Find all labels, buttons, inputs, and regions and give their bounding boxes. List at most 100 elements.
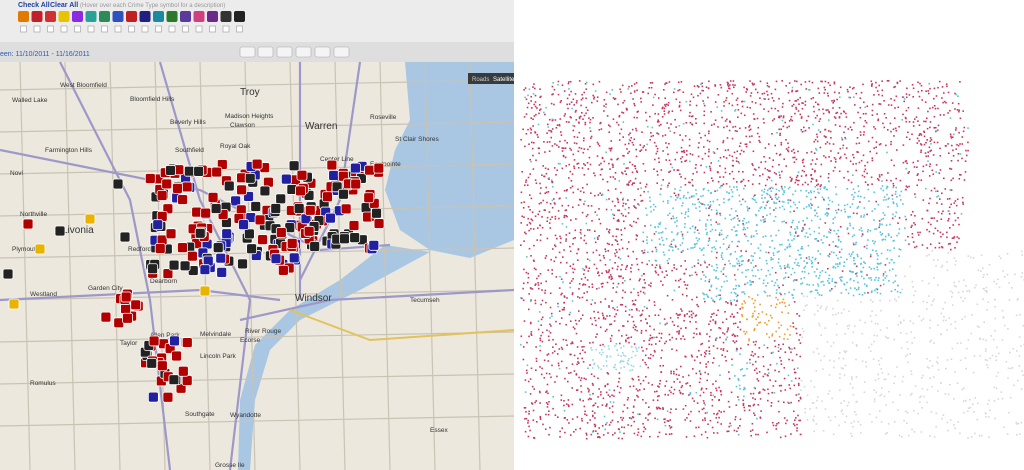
crime-marker bbox=[84, 213, 96, 225]
population-dot bbox=[893, 99, 896, 102]
population-dot bbox=[668, 159, 671, 162]
view-button[interactable] bbox=[239, 46, 256, 58]
population-dot bbox=[796, 235, 799, 237]
population-dot bbox=[839, 373, 841, 375]
view-button[interactable] bbox=[333, 46, 350, 58]
population-dot bbox=[546, 383, 549, 386]
population-dot bbox=[962, 130, 965, 133]
population-dot bbox=[594, 90, 597, 92]
population-dot bbox=[604, 428, 606, 431]
population-dot bbox=[838, 92, 840, 94]
population-dot bbox=[707, 182, 709, 184]
population-dot bbox=[640, 97, 642, 100]
crime-marker bbox=[199, 285, 211, 297]
view-button[interactable] bbox=[276, 46, 293, 58]
population-dot bbox=[951, 292, 954, 294]
population-dot bbox=[953, 285, 956, 287]
population-dot bbox=[588, 267, 591, 269]
population-dot bbox=[775, 202, 778, 204]
check-all[interactable]: Check All bbox=[18, 2, 50, 9]
population-dot bbox=[552, 82, 554, 84]
population-dot bbox=[572, 129, 575, 132]
population-dot bbox=[719, 156, 722, 159]
population-dot bbox=[706, 333, 708, 335]
satellite-button[interactable]: Satellite bbox=[493, 77, 515, 83]
population-dot bbox=[771, 333, 774, 335]
population-dot bbox=[581, 187, 584, 189]
roads-button[interactable]: Roads bbox=[472, 77, 489, 83]
population-dot bbox=[681, 204, 683, 207]
population-dot bbox=[550, 131, 553, 133]
population-dot bbox=[876, 288, 879, 291]
population-dot bbox=[655, 336, 658, 339]
view-button[interactable] bbox=[295, 46, 312, 58]
population-dot bbox=[955, 129, 957, 131]
population-dot bbox=[878, 143, 881, 146]
population-dot bbox=[885, 404, 887, 406]
population-dot bbox=[811, 168, 814, 170]
population-dot bbox=[719, 327, 722, 330]
population-dot bbox=[562, 281, 564, 283]
population-dot bbox=[834, 245, 837, 247]
population-dot bbox=[715, 277, 717, 279]
population-dot bbox=[703, 297, 705, 300]
population-dot bbox=[719, 294, 721, 297]
population-dot bbox=[1009, 367, 1012, 370]
population-dot bbox=[737, 109, 740, 111]
population-dot bbox=[947, 393, 950, 396]
population-dot bbox=[627, 167, 629, 169]
population-dot bbox=[788, 125, 790, 128]
population-dot bbox=[565, 165, 567, 167]
population-dot bbox=[599, 122, 601, 125]
population-dot bbox=[909, 265, 911, 268]
population-dot bbox=[972, 257, 975, 259]
population-dot bbox=[641, 91, 644, 93]
population-dot bbox=[711, 404, 714, 407]
population-dot bbox=[689, 100, 692, 103]
clear-all[interactable]: Clear All bbox=[50, 2, 78, 9]
view-button[interactable] bbox=[314, 46, 331, 58]
population-dot bbox=[729, 84, 731, 86]
population-dot bbox=[878, 176, 881, 178]
place-label: Romulus bbox=[30, 380, 56, 387]
population-dot bbox=[832, 241, 834, 243]
population-dot bbox=[654, 314, 657, 316]
view-button[interactable] bbox=[257, 46, 274, 58]
population-dot bbox=[617, 199, 619, 201]
population-dot bbox=[935, 171, 938, 173]
population-dot bbox=[681, 235, 684, 237]
population-dot bbox=[715, 276, 717, 278]
population-dot bbox=[568, 177, 570, 179]
population-dot bbox=[954, 247, 956, 249]
population-dot bbox=[800, 278, 802, 280]
population-dot bbox=[749, 124, 751, 127]
population-dot bbox=[564, 417, 566, 419]
population-dot bbox=[672, 249, 674, 252]
population-dot bbox=[895, 129, 898, 132]
population-dot bbox=[745, 145, 748, 148]
population-dot bbox=[887, 129, 889, 131]
population-dot bbox=[673, 192, 676, 194]
population-dot bbox=[796, 80, 798, 83]
population-dot bbox=[1007, 328, 1009, 330]
map-type-control[interactable] bbox=[468, 73, 514, 84]
population-dot bbox=[630, 336, 633, 338]
population-dot bbox=[732, 340, 735, 342]
population-dot bbox=[889, 122, 892, 125]
population-dot bbox=[561, 84, 564, 86]
population-dot bbox=[694, 228, 696, 230]
population-dot bbox=[878, 277, 880, 279]
population-dot bbox=[833, 82, 836, 85]
population-dot bbox=[583, 191, 585, 194]
place-label: Warren bbox=[305, 121, 337, 132]
population-dot bbox=[747, 240, 749, 242]
population-dot bbox=[697, 305, 699, 308]
population-dot bbox=[527, 422, 529, 424]
population-dot bbox=[758, 166, 760, 169]
population-dot bbox=[648, 339, 651, 342]
population-dot bbox=[874, 208, 876, 210]
population-dot bbox=[526, 224, 529, 226]
population-dot bbox=[583, 377, 586, 380]
population-dot bbox=[912, 161, 915, 164]
